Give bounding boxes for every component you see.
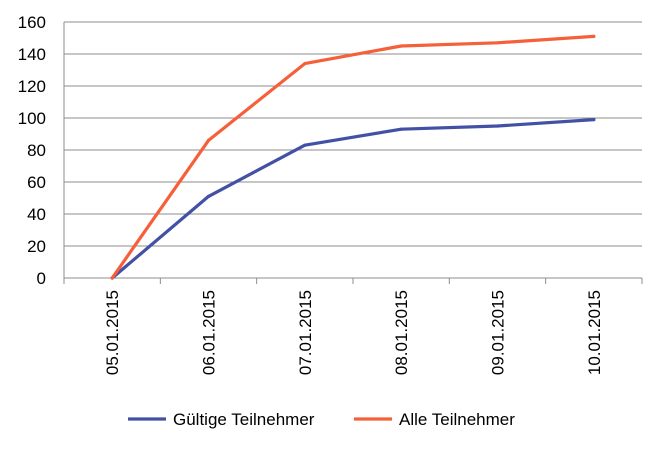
y-axis: 0 20 40 60 80 100 120 140 160 — [18, 13, 65, 288]
data-point — [495, 124, 500, 128]
x-tick-label: 05.01.2015 — [103, 290, 122, 375]
data-point — [399, 44, 403, 48]
legend: Gültige Teilnehmer Alle Teilnehmer — [128, 410, 515, 429]
data-point — [303, 143, 307, 147]
data-point — [592, 118, 596, 122]
y-tick-label: 0 — [37, 269, 46, 288]
series-lines — [110, 34, 596, 280]
y-tick-label: 20 — [27, 237, 46, 256]
data-point — [303, 62, 307, 66]
grid-lines — [64, 21, 642, 279]
series-line-1 — [110, 117, 596, 280]
y-tick-label: 140 — [18, 45, 46, 64]
legend-label-1: Gültige Teilnehmer — [173, 410, 315, 429]
series-line-2 — [110, 34, 596, 280]
y-tick-label: 80 — [27, 141, 46, 160]
x-tick-label: 09.01.2015 — [489, 290, 508, 375]
x-tick-label: 08.01.2015 — [392, 290, 411, 375]
x-tick-label: 06.01.2015 — [200, 290, 219, 375]
x-tick-label: 10.01.2015 — [585, 290, 604, 375]
y-tick-label: 40 — [27, 205, 46, 224]
data-point — [399, 127, 403, 131]
x-axis: 05.01.2015 06.01.2015 07.01.2015 08.01.2015… — [63, 278, 643, 375]
legend-label-2: Alle Teilnehmer — [399, 410, 515, 429]
data-point — [206, 194, 211, 198]
y-tick-label: 100 — [18, 109, 46, 128]
data-point — [110, 276, 114, 280]
data-point — [206, 138, 211, 142]
data-point — [592, 34, 596, 39]
x-tick-label: 07.01.2015 — [296, 290, 315, 375]
y-tick-label: 160 — [18, 13, 46, 32]
y-tick-label: 60 — [27, 173, 46, 192]
data-point — [495, 41, 500, 45]
y-tick-label: 120 — [18, 77, 46, 96]
